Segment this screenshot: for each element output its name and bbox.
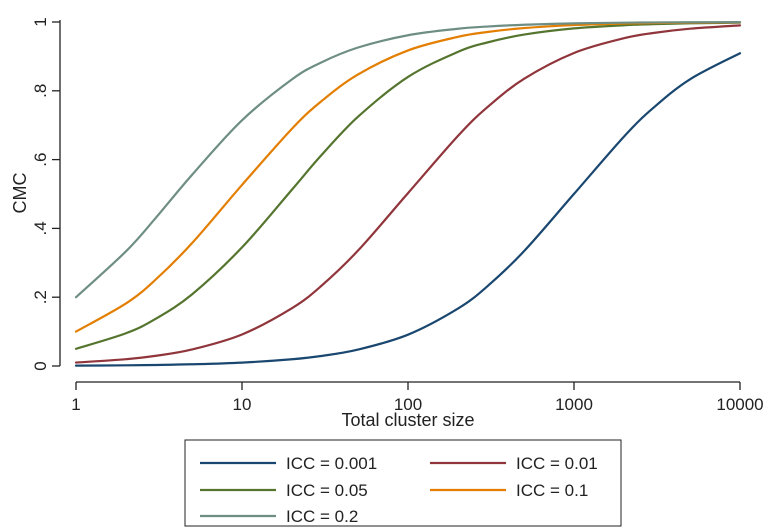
legend-label: ICC = 0.2 — [286, 507, 358, 526]
x-tick-label: 1 — [71, 395, 80, 414]
x-tick-label: 10 — [233, 395, 252, 414]
x-tick-label: 100 — [394, 395, 422, 414]
y-tick-label: .8 — [31, 84, 50, 98]
series-line-3 — [74, 21, 742, 350]
y-tick-label: .6 — [31, 153, 50, 167]
series-line-2 — [74, 24, 742, 364]
legend-label: ICC = 0.01 — [516, 454, 598, 473]
y-tick-label: 0 — [31, 361, 50, 370]
y-axis-title: CMC — [10, 173, 30, 214]
x-ticks: 1 10 100 1000 10000 — [71, 382, 764, 414]
legend-box — [184, 439, 622, 527]
legend: ICC = 0.001 ICC = 0.01 ICC = 0.05 ICC = 0.1… — [184, 439, 622, 527]
series-line-5 — [74, 21, 742, 299]
legend-label: ICC = 0.001 — [286, 454, 377, 473]
y-tick-label: .2 — [31, 290, 50, 304]
plot-lines — [74, 21, 742, 367]
y-tick-label: 1 — [31, 17, 50, 26]
x-tick-label: 10000 — [716, 395, 763, 414]
legend-label: ICC = 0.05 — [286, 481, 368, 500]
series-line-1 — [74, 52, 742, 367]
y-ticks: 0 .2 .4 .6 .8 1 — [31, 17, 60, 371]
x-tick-label: 1000 — [555, 395, 593, 414]
legend-label: ICC = 0.1 — [516, 481, 588, 500]
y-tick-label: .4 — [31, 221, 50, 235]
x-axis-title: Total cluster size — [341, 410, 474, 430]
series-line-4 — [74, 21, 742, 333]
